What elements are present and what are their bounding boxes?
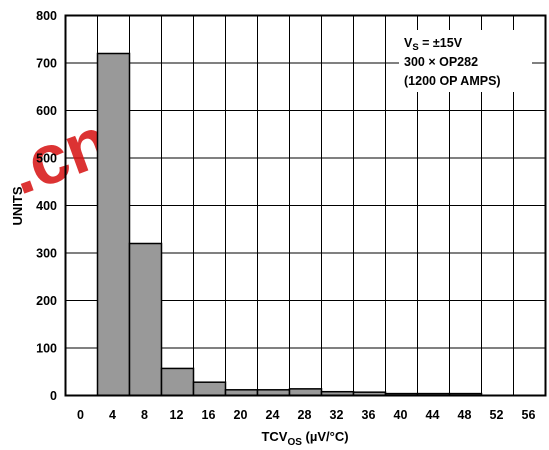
legend-box — [399, 30, 532, 92]
x-axis-label-main: TCV — [261, 429, 287, 444]
x-tick-label: 16 — [202, 408, 216, 422]
y-tick-label: 100 — [36, 342, 57, 356]
x-tick-label: 28 — [298, 408, 312, 422]
histogram-bar — [192, 381, 227, 397]
x-tick-label: 12 — [170, 408, 184, 422]
x-tick-label: 32 — [330, 408, 344, 422]
y-tick-label: 700 — [36, 57, 57, 71]
x-axis-label: TCVOS (µV/°C) — [261, 429, 348, 448]
legend-line-1-rest: = ±15V — [419, 36, 463, 50]
x-tick-label: 40 — [394, 408, 408, 422]
legend-line-1: VS = ±15V — [404, 36, 463, 53]
x-tick-label: 8 — [141, 408, 148, 422]
x-tick-labels: 04812162024283236404448525660 — [77, 408, 536, 422]
y-tick-label: 500 — [36, 152, 57, 166]
y-tick-label: 400 — [36, 199, 57, 213]
y-tick-label: 300 — [36, 247, 57, 261]
x-tick-label: 0 — [77, 408, 84, 422]
x-axis-label-sub: OS — [287, 437, 302, 448]
plot-frame — [64, 14, 547, 397]
x-tick-label: 56 — [522, 408, 536, 422]
x-tick-label: 4 — [109, 408, 116, 422]
x-axis-label-unit: (µV/°C) — [302, 429, 349, 444]
y-tick-label: 800 — [36, 9, 57, 23]
histogram-bar — [128, 242, 163, 397]
legend-line-1-sub: S — [412, 42, 418, 53]
x-tick-label: 48 — [458, 408, 472, 422]
x-tick-label: 20 — [234, 408, 248, 422]
y-tick-labels: 0 100 200 300 400 500 600 700 800 — [36, 9, 57, 403]
y-tick-label: 200 — [36, 294, 57, 308]
histogram-bar — [96, 52, 131, 397]
legend-line-1-main: V — [404, 36, 413, 50]
x-tick-label: 44 — [426, 408, 440, 422]
legend-line-3: (1200 OP AMPS) — [404, 74, 501, 88]
y-tick-label: 0 — [50, 389, 57, 403]
y-axis-label: UNITS — [10, 186, 25, 225]
y-tick-label: 600 — [36, 104, 57, 118]
legend-line-2: 300 × OP282 — [404, 55, 478, 69]
histogram-bar — [160, 367, 195, 397]
x-tick-label: 24 — [266, 408, 280, 422]
bars — [96, 52, 483, 397]
x-tick-label: 36 — [362, 408, 376, 422]
x-tick-label: 52 — [490, 408, 504, 422]
